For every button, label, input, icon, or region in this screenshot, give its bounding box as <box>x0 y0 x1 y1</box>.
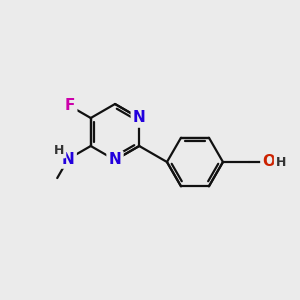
Text: F: F <box>65 98 75 113</box>
Text: N: N <box>62 152 75 166</box>
Text: N: N <box>133 110 146 125</box>
Text: N: N <box>109 152 122 167</box>
Text: O: O <box>262 154 275 169</box>
Text: H: H <box>276 155 286 169</box>
Text: H: H <box>54 143 64 157</box>
